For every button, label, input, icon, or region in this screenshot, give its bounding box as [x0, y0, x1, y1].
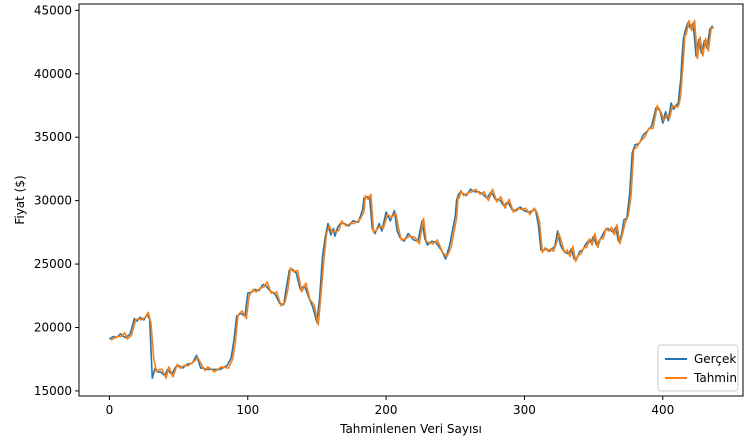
series-line-tahmin	[110, 19, 714, 380]
y-tick-label: 40000	[34, 67, 72, 81]
series-line-gerçek	[108, 22, 714, 380]
y-tick-label: 45000	[34, 3, 72, 17]
x-tick-label: 200	[375, 403, 398, 417]
x-tick-label: 100	[236, 403, 259, 417]
legend-box	[657, 344, 739, 392]
legend-label: Gerçek	[694, 352, 736, 366]
x-tick-label: 0	[106, 403, 114, 417]
y-tick-label: 15000	[34, 384, 72, 398]
y-tick-label: 30000	[34, 194, 72, 208]
y-tick-label: 20000	[34, 320, 72, 334]
legend: Gerçek Tahmin	[657, 344, 739, 392]
x-tick-label: 400	[651, 403, 674, 417]
x-axis: 0 100 200 300 400	[106, 396, 674, 417]
y-tick-label: 25000	[34, 257, 72, 271]
series-layer	[108, 19, 714, 380]
y-axis: 15000 20000 25000 30000 35000 40000 45000	[34, 3, 79, 398]
x-tick-label: 300	[513, 403, 536, 417]
y-axis-title: Fiyat ($)	[13, 175, 27, 224]
y-tick-label: 35000	[34, 130, 72, 144]
plot-area	[78, 3, 744, 397]
legend-label: Tahmin	[693, 371, 737, 385]
x-axis-title: Tahminlenen Veri Sayısı	[339, 422, 482, 436]
